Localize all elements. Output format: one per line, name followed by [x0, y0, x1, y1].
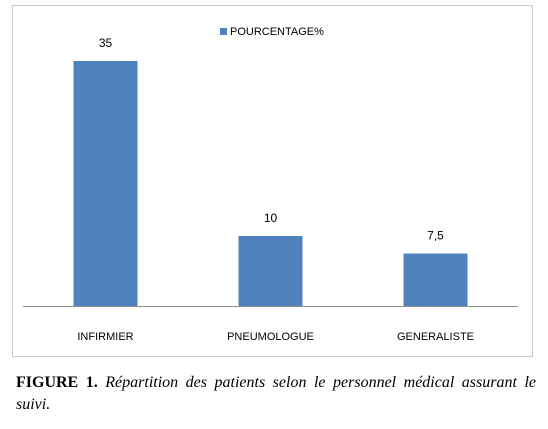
legend-swatch	[220, 28, 227, 35]
bar-pneumologue	[238, 236, 303, 306]
bar-infirmier	[73, 61, 138, 306]
caption-text: Répartition des patients selon le person…	[16, 374, 536, 413]
data-label-generaliste: 7,5	[427, 229, 444, 243]
legend: POURCENTAGE%	[220, 26, 324, 38]
x-tick-pneumologue: PNEUMOLOGUE	[227, 331, 314, 343]
bar-chart: POURCENTAGE% 35 10 7,5 INFIRMIER PNEUMOLOGU…	[23, 26, 518, 343]
x-tick-infirmier: INFIRMIER	[77, 331, 133, 343]
data-label-pneumologue: 10	[264, 211, 278, 225]
caption-number: FIGURE 1.	[16, 374, 98, 391]
x-tick-labels: INFIRMIER PNEUMOLOGUE GENERALISTE	[77, 331, 474, 343]
data-label-infirmier: 35	[99, 36, 113, 50]
legend-label: POURCENTAGE%	[230, 26, 324, 38]
x-tick-generaliste: GENERALISTE	[397, 331, 474, 343]
bars: 35 10 7,5	[73, 36, 468, 306]
bar-generaliste	[403, 253, 468, 306]
chart-frame: POURCENTAGE% 35 10 7,5 INFIRMIER PNEUMOLOGU…	[12, 5, 533, 357]
figure-caption: FIGURE 1. Répartition des patients selon…	[16, 372, 536, 416]
